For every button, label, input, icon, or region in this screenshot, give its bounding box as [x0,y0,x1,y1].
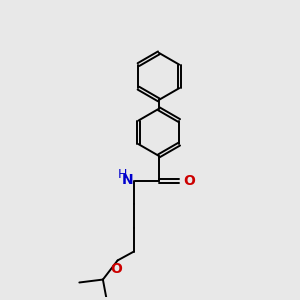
Text: H: H [118,168,128,181]
Text: N: N [121,173,133,187]
Text: O: O [183,174,195,188]
Text: O: O [110,262,122,277]
